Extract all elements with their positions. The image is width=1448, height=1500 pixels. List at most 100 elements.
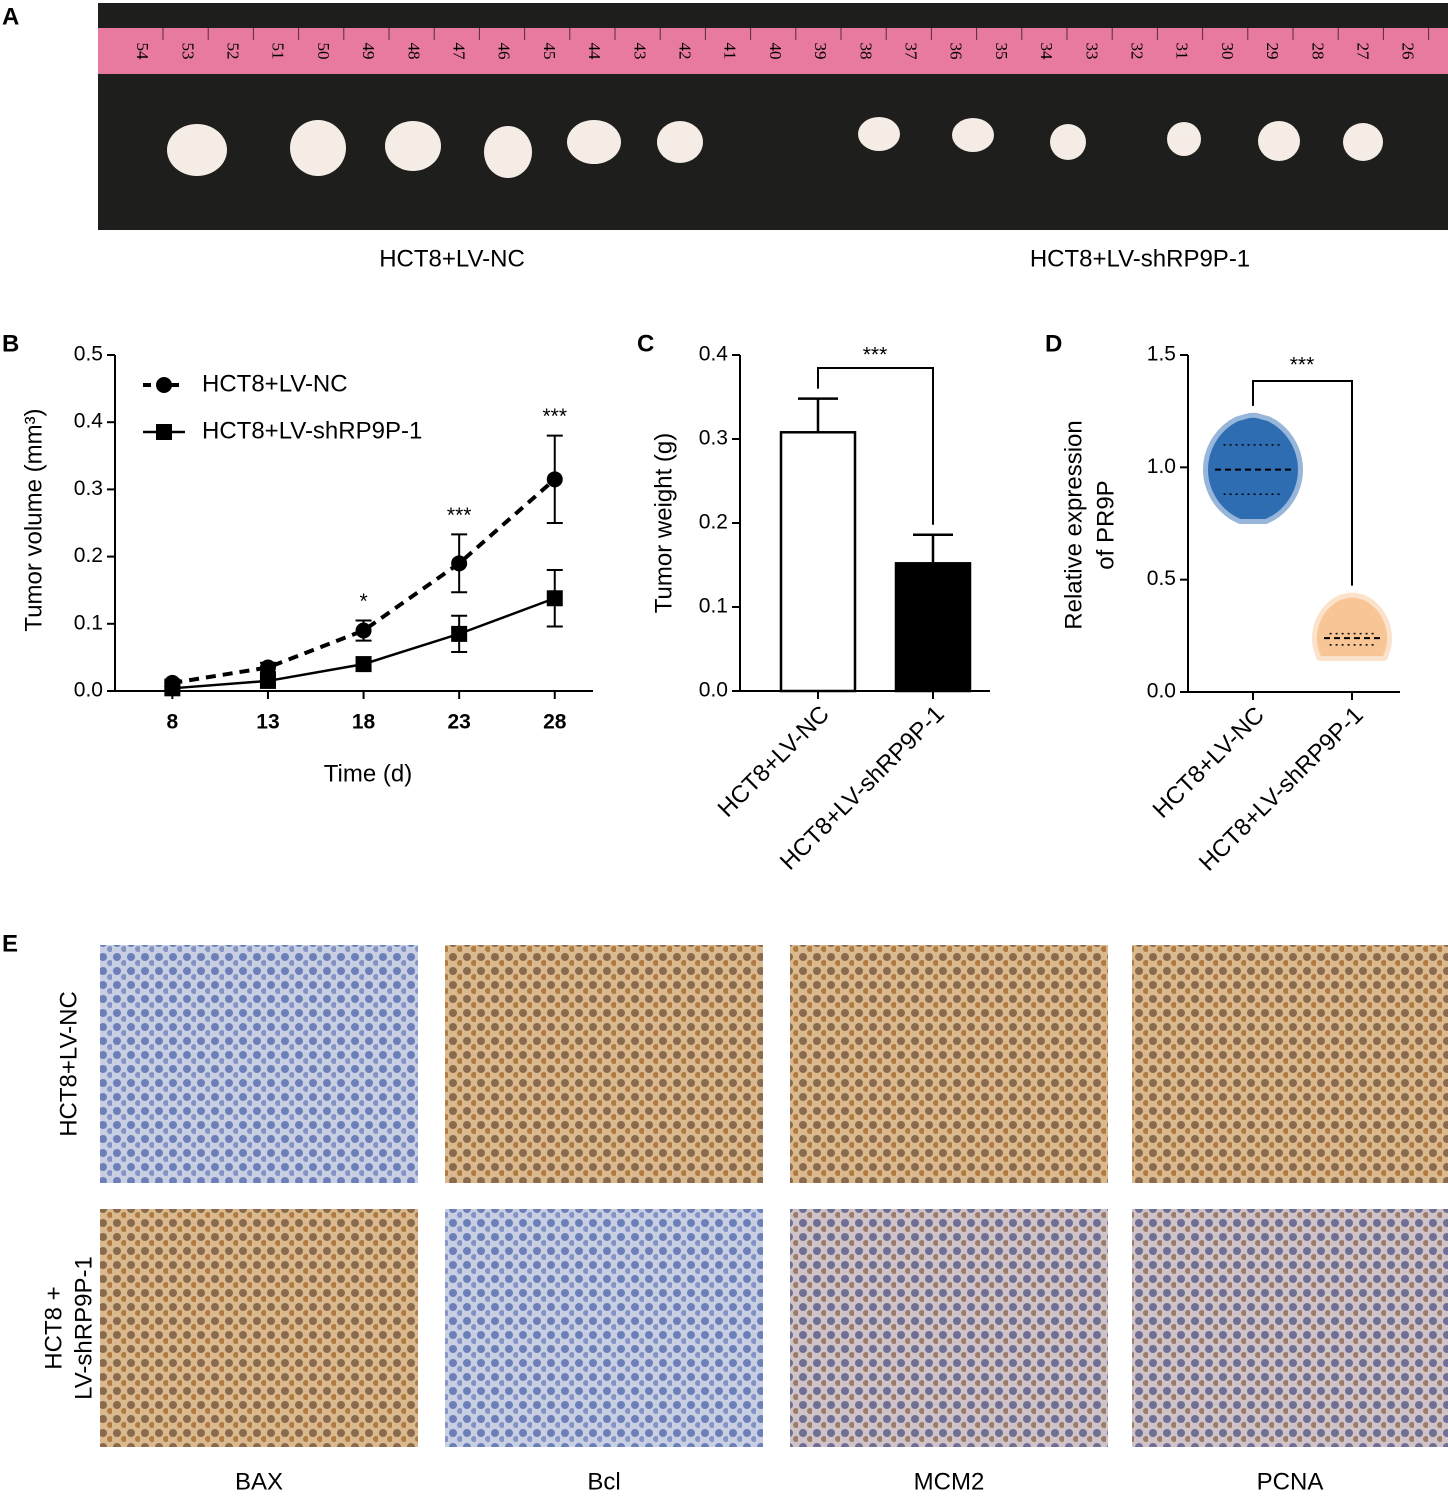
significance: *** [1290, 354, 1315, 377]
y-tick-label: 0.0 [699, 679, 728, 702]
y-axis-label: of PR9P [1092, 480, 1119, 569]
significance: *** [542, 405, 567, 428]
ruler-mark: 31 [1173, 43, 1192, 60]
y-axis-label: Tumor weight (g) [650, 433, 677, 614]
y-tick-label: 0.0 [1147, 680, 1176, 703]
y-tick-label: 0.1 [74, 611, 103, 634]
x-tick-label: 28 [543, 711, 567, 734]
x-tick-label: HCT8+LV-NC [713, 701, 835, 823]
panel-label: D [1045, 330, 1062, 357]
ruler-mark: 39 [811, 43, 830, 60]
y-tick-label: 0.2 [699, 511, 728, 534]
group-label: HCT8+LV-NC [379, 245, 525, 272]
ruler-mark: 38 [856, 43, 875, 60]
ihc-image [100, 945, 418, 1183]
y-tick-label: 0.1 [699, 595, 728, 618]
ruler-mark: 45 [540, 43, 559, 60]
marker [259, 672, 276, 689]
y-axis-label: Relative expression [1060, 420, 1087, 629]
y-tick-label: 0.4 [74, 410, 104, 433]
column-label: MCM2 [914, 1468, 985, 1495]
y-tick-label: 0.3 [699, 427, 728, 450]
significance-bracket [817, 367, 934, 525]
significance: * [359, 590, 367, 613]
ruler-mark: 26 [1399, 43, 1418, 60]
ihc-image [100, 1209, 418, 1447]
y-tick-label: 0.5 [1147, 567, 1176, 590]
y-tick-label: 0.2 [74, 544, 103, 567]
error-bar [913, 533, 953, 564]
x-tick-label: HCT8+LV-shRP9P-1 [1194, 702, 1369, 877]
x-tick-label: 23 [447, 711, 470, 734]
ruler-mark: 35 [992, 43, 1011, 60]
ruler-mark: 50 [314, 43, 333, 60]
ruler-mark: 54 [133, 43, 152, 61]
panel-label: B [2, 330, 19, 357]
ruler-mark: 43 [630, 43, 649, 60]
y-tick-label: 0.3 [74, 477, 103, 500]
row-label: HCT8 + [40, 1286, 67, 1369]
panel-label: A [2, 3, 19, 30]
bar [779, 431, 857, 693]
bar [894, 562, 972, 693]
significance-bracket [1252, 380, 1353, 586]
y-tick-label: 0.4 [699, 343, 729, 366]
legend-label: HCT8+LV-NC [202, 370, 348, 397]
x-tick-label: 18 [352, 711, 376, 734]
tumor-photo [98, 3, 1448, 230]
y-tick-label: 0.0 [74, 679, 103, 702]
panel-label: C [637, 330, 654, 357]
column-label: BAX [235, 1468, 283, 1495]
legend-marker [156, 377, 172, 393]
marker [259, 659, 276, 676]
ruler-mark: 40 [766, 43, 785, 60]
marker [355, 622, 372, 639]
marker [164, 680, 181, 697]
series-line [172, 477, 557, 685]
y-tick-label: 0.5 [74, 343, 103, 366]
column-label: Bcl [587, 1468, 620, 1495]
ihc-image [790, 945, 1108, 1183]
ihc-image [790, 1209, 1108, 1447]
x-tick-label: 13 [256, 711, 279, 734]
ihc-image [1132, 945, 1448, 1183]
ruler-mark: 41 [721, 43, 740, 60]
ruler-mark: 44 [585, 43, 604, 61]
marker [355, 656, 372, 673]
row-label: HCT8+LV-NC [55, 991, 82, 1137]
ihc-image [445, 1209, 763, 1447]
ruler-mark: 52 [223, 43, 242, 60]
ihc-image [445, 945, 763, 1183]
marker [546, 471, 563, 488]
ruler-mark: 28 [1308, 43, 1327, 60]
marker [451, 555, 468, 572]
ruler-mark: 37 [901, 43, 920, 61]
ruler-mark: 34 [1037, 43, 1056, 61]
legend-label: HCT8+LV-shRP9P-1 [202, 417, 422, 444]
ihc-image [1132, 1209, 1448, 1447]
significance: *** [447, 504, 472, 527]
violin [1317, 597, 1387, 657]
ruler-mark: 36 [947, 43, 966, 60]
x-axis-label: Time (d) [324, 760, 412, 787]
ruler-mark: 30 [1218, 43, 1237, 60]
marker [546, 590, 563, 607]
ruler-mark: 42 [675, 43, 694, 60]
ruler-mark: 46 [495, 43, 514, 60]
x-tick-label: 8 [167, 711, 179, 734]
legend-marker [156, 424, 172, 440]
y-tick-label: 1.5 [1147, 343, 1176, 366]
panel-label: E [2, 930, 18, 957]
ruler-mark: 48 [404, 43, 423, 60]
group-label: HCT8+LV-shRP9P-1 [1030, 245, 1250, 272]
ruler-mark: 33 [1082, 43, 1101, 60]
marker [451, 625, 468, 642]
y-tick-label: 1.0 [1147, 455, 1176, 478]
significance: *** [863, 344, 888, 367]
ruler-mark: 27 [1353, 43, 1372, 61]
ruler-mark: 53 [178, 43, 197, 60]
error-bar [798, 397, 838, 433]
y-axis-label: Tumor volume (mm³) [20, 408, 47, 631]
ruler-mark: 32 [1127, 43, 1146, 60]
